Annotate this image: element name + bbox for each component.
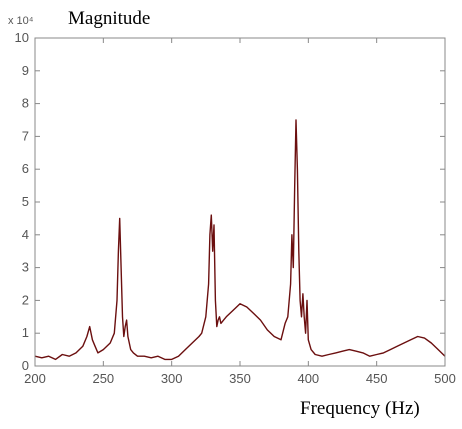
y-tick-label: 1 xyxy=(22,325,29,340)
y-tick-label: 5 xyxy=(22,194,29,209)
x-tick-label: 450 xyxy=(366,371,388,386)
y-tick-label: 8 xyxy=(22,96,29,111)
y-tick-label: 10 xyxy=(15,30,29,45)
series-line-0 xyxy=(34,119,446,361)
chart-title: Magnitude xyxy=(68,8,150,29)
y-tick-label: 3 xyxy=(22,260,29,275)
y-tick-label: 4 xyxy=(22,227,29,242)
x-tick-label: 300 xyxy=(161,371,183,386)
y-tick-label: 9 xyxy=(22,63,29,78)
y-tick-label: 2 xyxy=(22,292,29,307)
y-tick-label: 0 xyxy=(22,358,29,373)
x-tick-label: 350 xyxy=(229,371,251,386)
x-axis: 200 250 300 350 400 450 500 xyxy=(24,38,456,386)
y-scale-factor: x 10⁴ xyxy=(8,15,34,27)
x-axis-label: Frequency (Hz) xyxy=(300,398,420,419)
plot-area xyxy=(34,119,446,361)
x-tick-label: 200 xyxy=(24,371,46,386)
x-tick-label: 400 xyxy=(297,371,319,386)
plot-frame xyxy=(34,37,446,367)
x-tick-label: 500 xyxy=(434,371,456,386)
y-tick-label: 6 xyxy=(22,161,29,176)
y-tick-label: 7 xyxy=(22,128,29,143)
y-axis: 0 1 2 3 4 5 6 7 8 9 10 xyxy=(15,30,445,373)
x-tick-label: 250 xyxy=(92,371,114,386)
